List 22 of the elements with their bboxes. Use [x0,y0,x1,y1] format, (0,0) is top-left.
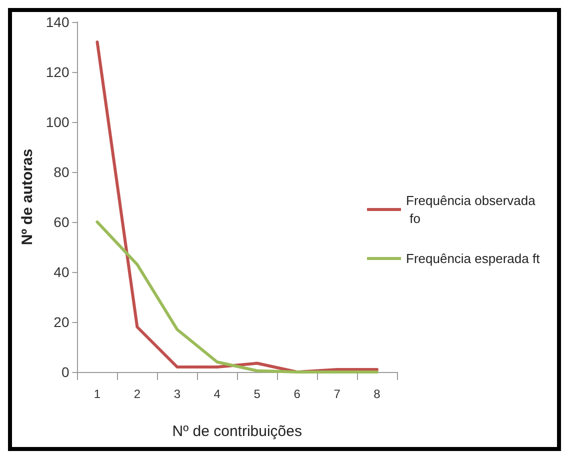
x-tick-label: 8 [374,387,381,401]
x-tick-label: 5 [254,387,261,401]
y-tick-label: 140 [46,14,70,30]
y-tick-label: 120 [46,64,70,80]
x-tick-label: 4 [214,387,221,401]
x-tick-label: 7 [334,387,341,401]
x-tick-label: 6 [294,387,301,401]
x-tick-label: 3 [174,387,181,401]
y-tick-label: 0 [61,364,70,380]
legend-label: Frequência observada fo [406,193,539,226]
x-tick-label: 1 [94,387,101,401]
y-axis-title: Nº de autoras [19,148,36,246]
y-tick-label: 80 [54,164,70,180]
y-tick-label: 20 [54,314,70,330]
x-axis-title: Nº de contribuições [172,423,302,440]
legend-label: Frequência esperada ft [406,251,540,266]
y-tick-label: 100 [46,114,70,130]
x-tick-label: 2 [134,387,141,401]
y-tick-label: 60 [54,214,70,230]
line-series [96,220,379,374]
y-tick-label: 40 [54,264,70,280]
line-series [96,40,379,374]
